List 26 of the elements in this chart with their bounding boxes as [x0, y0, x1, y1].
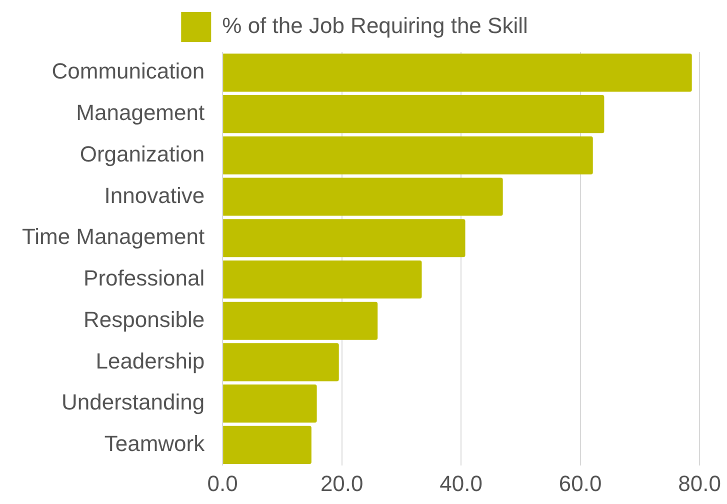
bar	[223, 219, 466, 258]
bar	[223, 178, 503, 216]
bar	[223, 136, 593, 174]
bar	[223, 54, 692, 92]
bar	[223, 384, 317, 423]
y-tick-label: Time Management	[22, 224, 205, 250]
y-tick-label: Teamwork	[104, 430, 206, 456]
legend-label: % of the Job Requiring the Skill	[222, 13, 528, 38]
x-tick-label: 0.0	[207, 470, 238, 496]
x-tick-label: 60.0	[558, 470, 602, 496]
x-tick-label: 40.0	[440, 470, 483, 496]
y-tick-label: Management	[76, 100, 205, 126]
bar	[223, 343, 339, 382]
y-tick-label: Understanding	[61, 390, 205, 415]
bar	[223, 95, 604, 134]
bar	[223, 302, 378, 340]
y-tick-label: Organization	[80, 141, 205, 166]
y-tick-label: Innovative	[104, 182, 205, 208]
y-tick-label: Professional	[84, 266, 205, 291]
bar	[223, 260, 422, 299]
y-tick-label: Leadership	[96, 348, 205, 374]
x-tick-label: 20.0	[320, 470, 364, 496]
y-tick-label: Communication	[52, 58, 205, 84]
bar	[223, 426, 312, 464]
x-tick-label: 80.0	[678, 470, 722, 496]
y-tick-label: Responsible	[84, 306, 205, 332]
